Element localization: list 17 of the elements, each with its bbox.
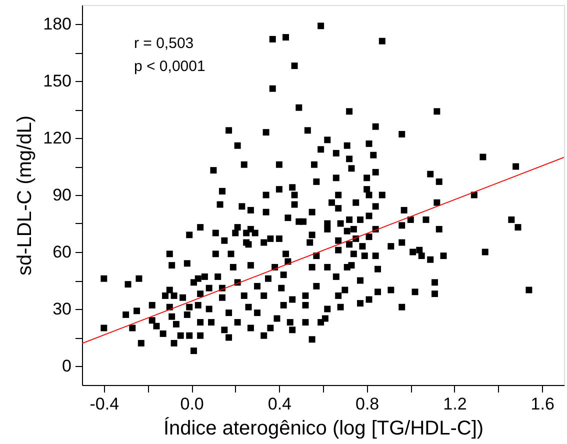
x-tick-label: 0.8	[356, 394, 380, 414]
y-tick-label: 60	[52, 242, 72, 262]
x-tick-label: -0.4	[90, 394, 120, 414]
x-tick-label: 0.4	[268, 394, 292, 414]
annotation: r = 0,503	[134, 35, 194, 52]
y-tick-label: 120	[43, 128, 72, 148]
x-tick-label: 0.0	[180, 394, 204, 414]
annotation: p < 0,0001	[134, 58, 206, 75]
y-tick-label: 0	[62, 356, 72, 376]
y-tick-label: 90	[52, 186, 72, 204]
y-axis-title: sd-LDL-C (mg/dL)	[14, 115, 36, 276]
x-tick-label: 1.2	[443, 394, 467, 414]
y-tick-label: 30	[52, 300, 72, 318]
y-tick-label: 150	[43, 72, 72, 90]
x-axis-title: Índice aterogênico (log [TG/HDL-C])	[163, 416, 484, 440]
y-tick-label: 180	[43, 14, 72, 34]
x-tick-label: 1.6	[530, 394, 554, 414]
